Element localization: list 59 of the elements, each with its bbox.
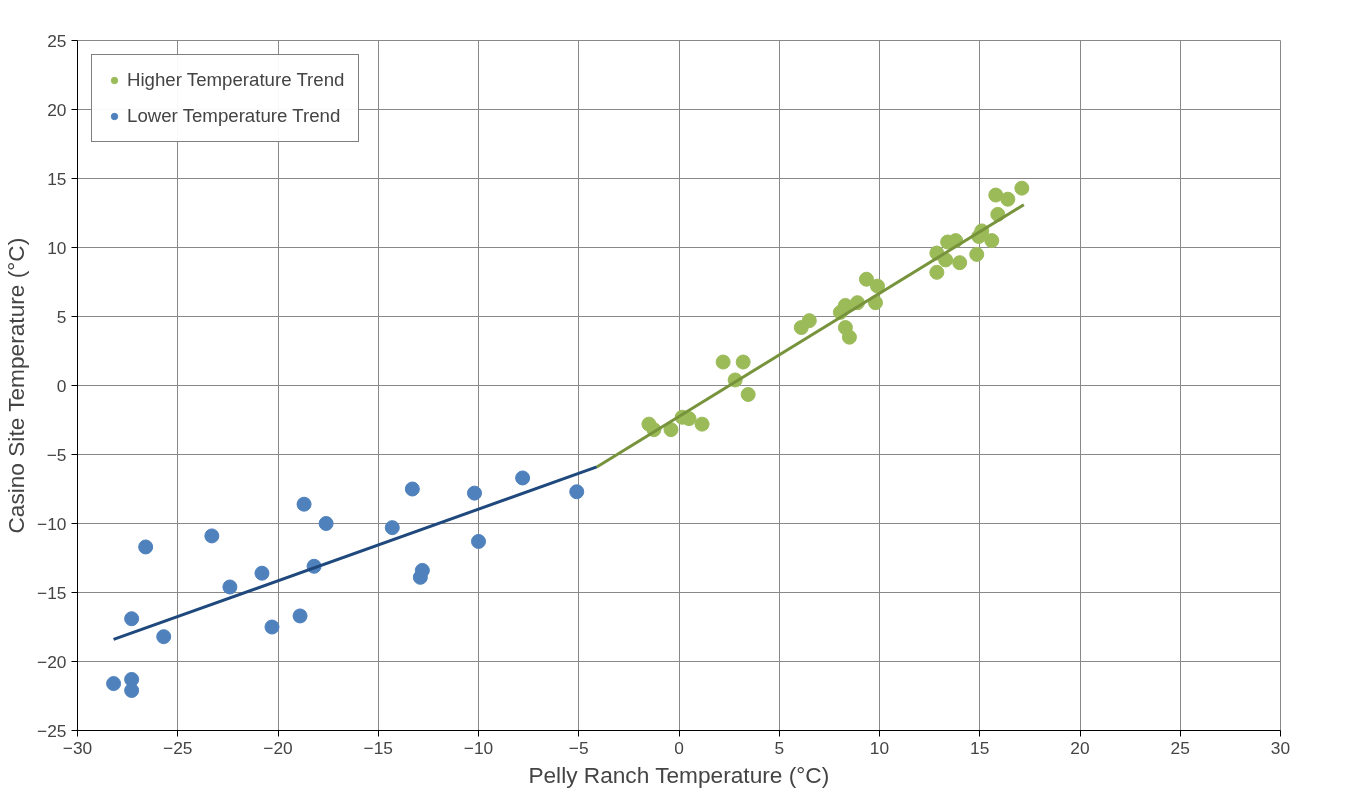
point xyxy=(471,533,486,549)
y-tick-label: 20 xyxy=(47,99,67,120)
point xyxy=(106,676,122,692)
point xyxy=(869,278,885,294)
x-tick-label: −25 xyxy=(163,737,193,758)
point xyxy=(715,354,731,370)
point xyxy=(292,608,308,624)
point xyxy=(988,187,1004,203)
legend-label: Higher Temperature Trend xyxy=(127,69,345,91)
point xyxy=(138,539,154,555)
y-tick-label: 25 xyxy=(47,30,67,51)
point xyxy=(222,579,238,595)
point xyxy=(841,329,857,345)
point xyxy=(569,484,585,500)
y-tick-label: 15 xyxy=(47,168,67,189)
x-tick-label: 0 xyxy=(674,737,684,758)
point xyxy=(984,233,1000,249)
x-tick-label: −15 xyxy=(363,737,393,758)
y-tick-label: 5 xyxy=(56,306,67,327)
x-tick-label: 5 xyxy=(774,737,785,758)
y-tick-label: −15 xyxy=(37,582,67,603)
point xyxy=(740,386,756,402)
x-tick-label: 10 xyxy=(869,737,890,758)
point xyxy=(929,264,945,280)
x-tick-label: −20 xyxy=(263,737,293,758)
x-tick-label: 25 xyxy=(1170,737,1190,758)
y-tick-label: −20 xyxy=(37,651,67,672)
y-tick-label: 0 xyxy=(56,375,67,396)
point xyxy=(318,516,334,531)
point xyxy=(952,255,968,271)
point xyxy=(515,470,531,486)
point xyxy=(204,528,220,544)
point xyxy=(694,416,710,432)
point xyxy=(404,481,420,497)
point xyxy=(735,354,751,370)
x-tick-label: 20 xyxy=(1070,737,1090,758)
point xyxy=(466,485,482,501)
y-tick-label: −10 xyxy=(37,513,67,534)
point xyxy=(384,520,400,536)
y-axis-title: Casino Site Temperature (°C) xyxy=(3,237,30,534)
point xyxy=(296,496,312,512)
point xyxy=(156,629,172,645)
point xyxy=(254,565,270,581)
x-axis-title: Pelly Ranch Temperature (°C) xyxy=(528,761,830,788)
point xyxy=(264,619,280,635)
point xyxy=(858,271,874,287)
y-tick-label: −5 xyxy=(46,444,67,465)
x-tick-label: −10 xyxy=(463,737,494,758)
point xyxy=(1000,191,1016,207)
y-tick-label: 10 xyxy=(47,237,67,258)
legend-label: Lower Temperature Trend xyxy=(127,105,341,127)
x-tick-label: 15 xyxy=(970,737,990,758)
point xyxy=(124,611,140,627)
x-tick-label: 30 xyxy=(1270,737,1291,758)
point xyxy=(801,313,817,329)
point xyxy=(969,246,985,262)
x-tick-label: −5 xyxy=(568,737,589,758)
point xyxy=(663,422,679,438)
point xyxy=(1014,180,1030,196)
